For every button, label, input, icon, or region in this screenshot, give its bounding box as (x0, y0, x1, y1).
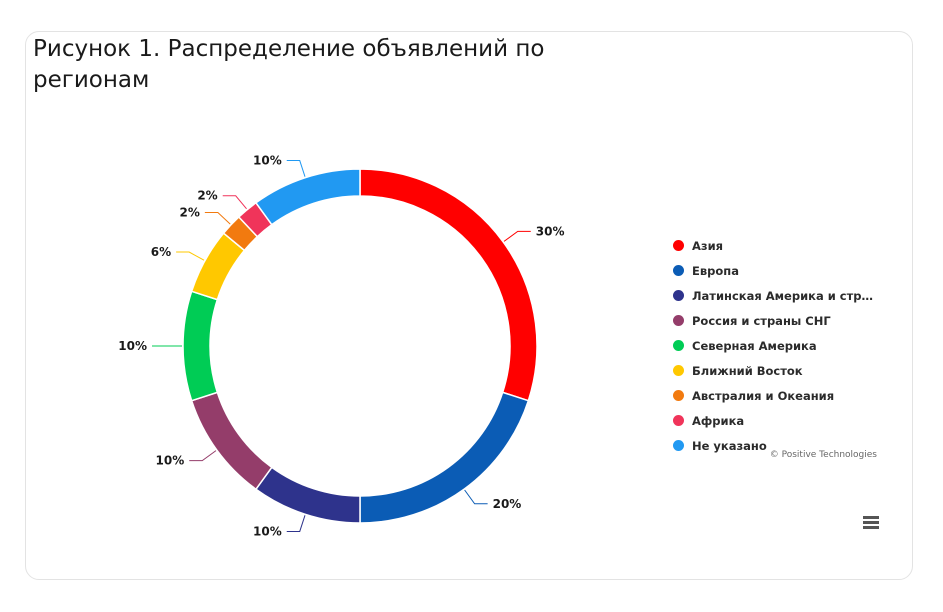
legend-label: Северная Америка (692, 338, 817, 353)
legend-marker-icon (673, 365, 684, 376)
legend-marker-icon (673, 340, 684, 351)
connector-line-8 (286, 160, 306, 177)
data-label-3: 10% (156, 454, 185, 468)
legend-marker-icon (673, 290, 684, 301)
legend-marker-icon (673, 390, 684, 401)
chart-card (25, 31, 913, 580)
legend-marker-icon (673, 315, 684, 326)
legend-marker-icon (673, 440, 684, 451)
legend-item-6[interactable]: Австралия и Океания (673, 383, 888, 408)
data-label-8: 10% (253, 154, 282, 168)
slices-layer (182, 168, 538, 524)
slice-4[interactable] (182, 290, 219, 402)
legend-item-1[interactable]: Европа (673, 258, 888, 283)
legend-item-2[interactable]: Латинская Америка и стран… (673, 283, 888, 308)
legend-label: Европа (692, 263, 739, 278)
legend-item-4[interactable]: Северная Америка (673, 333, 888, 358)
legend-marker-icon (673, 265, 684, 276)
legend-label: Азия (692, 238, 724, 253)
labels-layer: 30% 20% 10% 10% 10% 6% 2% 2% 10% (118, 154, 564, 539)
legend-label: Ближний Восток (692, 363, 803, 378)
slice-8[interactable] (254, 168, 361, 226)
data-label-2: 10% (253, 524, 282, 538)
legend-label: Австралия и Океания (692, 388, 835, 403)
chart-menu-button[interactable] (859, 512, 883, 532)
connector-line-5 (176, 251, 205, 261)
data-label-5: 6% (151, 245, 171, 259)
connector-line-0 (503, 230, 531, 242)
data-label-4: 10% (118, 339, 147, 353)
legend-item-8[interactable]: Не указано (673, 433, 888, 458)
data-label-7: 2% (197, 189, 217, 203)
connector-line-1 (464, 489, 488, 505)
chart-title: Рисунок 1. Распределение объявлений по р… (33, 36, 545, 93)
connector-line-2 (286, 515, 306, 532)
connector-line-6 (204, 212, 231, 225)
legend-marker-icon (673, 415, 684, 426)
legend-label: Латинская Америка и стран… (692, 288, 877, 303)
slice-0[interactable] (359, 168, 538, 402)
legend-label: Россия и страны СНГ (692, 313, 831, 328)
legend-item-5[interactable]: Ближний Восток (673, 358, 888, 383)
chart-credits: © Positive Technologies (769, 450, 877, 460)
legend-item-0[interactable]: Азия (673, 233, 888, 258)
legend-marker-icon (673, 240, 684, 251)
data-label-1: 20% (493, 497, 522, 511)
connector-line-3 (189, 450, 217, 462)
slice-2[interactable] (254, 466, 361, 524)
menu-icon (863, 516, 879, 519)
data-label-0: 30% (536, 224, 565, 238)
legend-label: Африка (692, 413, 745, 428)
legend-item-3[interactable]: Россия и страны СНГ (673, 308, 888, 333)
slice-3[interactable] (190, 391, 273, 491)
data-label-6: 2% (179, 206, 199, 220)
connector-line-7 (222, 195, 247, 210)
legend-item-7[interactable]: Африка (673, 408, 888, 433)
chart-legend: Азия Европа Латинская Америка и стран… Росс… (673, 233, 888, 458)
